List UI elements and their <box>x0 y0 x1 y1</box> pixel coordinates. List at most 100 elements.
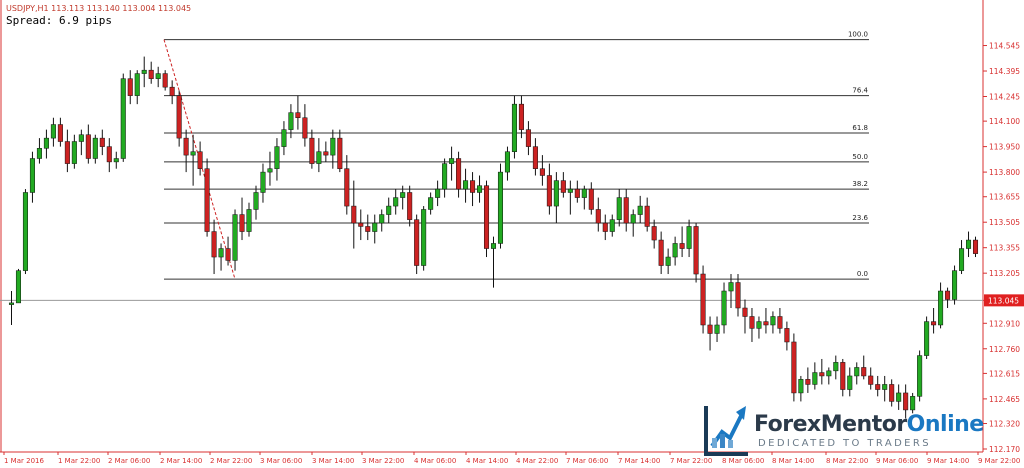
candle-body <box>239 214 245 232</box>
candle-body <box>302 117 308 139</box>
candle <box>435 180 441 207</box>
candle <box>120 73 126 162</box>
candle-body <box>267 168 273 173</box>
candle-body <box>477 185 483 193</box>
candle-body <box>581 188 587 198</box>
candle <box>22 189 28 275</box>
candle <box>8 291 15 325</box>
candle-body <box>679 243 685 249</box>
candle <box>176 90 182 147</box>
candle <box>358 209 364 241</box>
time-tick-label: 8 Mar 14:00 <box>772 457 814 465</box>
candle-body <box>22 192 28 271</box>
candle-body <box>903 392 909 411</box>
candle <box>630 209 636 237</box>
candle-body <box>421 209 427 266</box>
candle <box>456 151 462 198</box>
candle <box>931 308 937 334</box>
candle <box>50 117 56 147</box>
price-tick-label: 112.170 <box>989 445 1020 454</box>
candle-body <box>644 205 650 227</box>
candle-body <box>183 137 189 156</box>
time-tick-label: 8 Mar 22:00 <box>826 457 868 465</box>
price-tick-label: 112.465 <box>989 395 1020 404</box>
price-tick-label: 112.320 <box>989 420 1020 429</box>
candle <box>442 158 448 198</box>
candle <box>36 138 42 164</box>
candle <box>665 248 671 275</box>
candle <box>679 226 685 258</box>
candle <box>609 214 615 237</box>
time-tick-label: 1 Mar 2016 <box>4 457 44 465</box>
candle <box>525 121 531 156</box>
candle-body <box>365 226 371 232</box>
candle-body <box>707 324 713 334</box>
candle <box>309 129 315 169</box>
candle <box>414 214 420 275</box>
fib-level-label: 76.4 <box>852 87 868 95</box>
fib-trend-line[interactable] <box>163 39 236 280</box>
candle <box>658 231 664 275</box>
candle-body <box>938 290 944 326</box>
candle <box>546 163 552 215</box>
logo-wordmark: ForexMentorOnline <box>754 412 984 437</box>
candle-body <box>658 239 664 266</box>
candle <box>896 384 902 410</box>
current-price-tag <box>984 294 1024 307</box>
candle-body <box>309 137 315 164</box>
logo-tagline: DEDICATED TO TRADERS <box>758 438 931 449</box>
candle <box>155 66 161 88</box>
candle <box>204 158 210 237</box>
candle <box>784 321 790 351</box>
candle-body <box>511 103 517 152</box>
candle <box>826 367 832 385</box>
logo-brand-suffix: Online <box>906 412 985 437</box>
candle-body <box>630 214 636 224</box>
candle <box>490 236 497 288</box>
candle-body <box>15 270 21 304</box>
candle-body <box>686 226 692 249</box>
candle-body <box>246 209 252 232</box>
spread-label: Spread: 6.9 pips <box>6 14 112 27</box>
candle <box>798 375 804 402</box>
candle <box>330 129 336 169</box>
candle <box>57 117 63 147</box>
price-tick-label: 112.910 <box>989 319 1020 328</box>
candle-body <box>113 158 119 163</box>
price-tick-label: 114.100 <box>989 117 1020 126</box>
candle-body <box>351 205 357 224</box>
candle-body <box>225 248 231 261</box>
candle <box>281 121 287 156</box>
time-tick-label: 7 Mar 06:00 <box>566 457 608 465</box>
candle-body <box>609 219 615 232</box>
candle <box>945 287 951 308</box>
candle-body <box>854 367 860 377</box>
candle <box>183 129 189 173</box>
candle-body <box>651 226 657 241</box>
candle <box>651 219 657 249</box>
candle-body <box>344 168 350 207</box>
candle <box>302 104 308 147</box>
candle <box>875 375 881 397</box>
candle-body <box>665 256 671 266</box>
candle-body <box>595 209 601 224</box>
candle-body <box>532 146 538 169</box>
current-price-label: 113.045 <box>988 296 1019 305</box>
candle <box>400 185 406 210</box>
candle <box>253 185 259 220</box>
candle <box>889 379 895 407</box>
chart-symbol-header: USDJPY,H1 113.113 113.140 113.004 113.04… <box>6 4 192 13</box>
candle <box>882 375 888 402</box>
candle-body <box>693 226 699 275</box>
candle-body <box>8 302 15 305</box>
candle-body <box>672 243 678 258</box>
candle <box>637 195 643 224</box>
candle-body <box>777 316 783 329</box>
fibonacci-retracement[interactable]: 100.0 76.4 61.8 50.0 38.2 23.6 0.0 <box>163 31 869 280</box>
candle-body <box>218 248 224 258</box>
time-tick-label: 7 Mar 22:00 <box>670 457 712 465</box>
candle <box>749 308 755 342</box>
candle-body <box>490 243 497 249</box>
candle <box>518 95 524 139</box>
